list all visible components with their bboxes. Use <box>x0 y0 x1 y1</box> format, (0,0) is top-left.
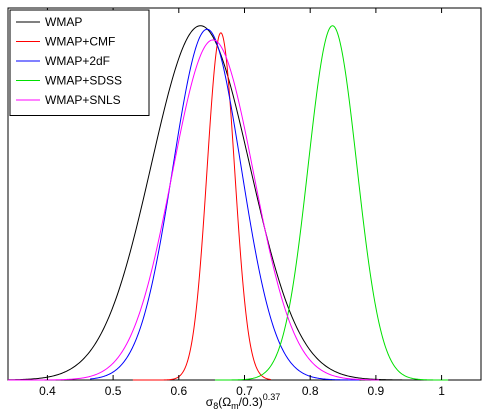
x-axis-label: σ8(Ωm/0.3)0.37 <box>206 392 280 411</box>
legend-label: WMAP+SDSS <box>45 74 122 88</box>
series-line-wmap <box>7 25 403 381</box>
legend-box <box>9 9 150 116</box>
series-line-wmap-2df <box>90 28 360 381</box>
series-line-wmap-snls <box>8 39 380 381</box>
legend-label: WMAP+SNLS <box>45 93 121 107</box>
series-line-wmap-cmf <box>132 32 271 381</box>
series-layer <box>7 25 449 381</box>
legend-label: WMAP <box>45 15 82 29</box>
legend: WMAP WMAP+CMF WMAP+2dF WMAP+SDSS WMAP+SNLS <box>9 9 150 116</box>
x-tick-label: 0.4 <box>39 384 56 398</box>
legend-label: WMAP+2dF <box>45 54 110 68</box>
x-tick-label: 0.5 <box>105 384 122 398</box>
legend-label: WMAP+CMF <box>45 35 115 49</box>
x-tick-label: 1 <box>438 384 445 398</box>
x-axis-ticks: 0.4 0.5 0.6 0.7 0.8 0.9 1 <box>39 8 445 398</box>
x-tick-label: 0.9 <box>368 384 385 398</box>
series-line-wmap-sdss <box>214 25 449 381</box>
x-tick-label: 0.6 <box>170 384 187 398</box>
x-tick-label: 0.8 <box>302 384 319 398</box>
x-tick-label: 0.7 <box>236 384 253 398</box>
